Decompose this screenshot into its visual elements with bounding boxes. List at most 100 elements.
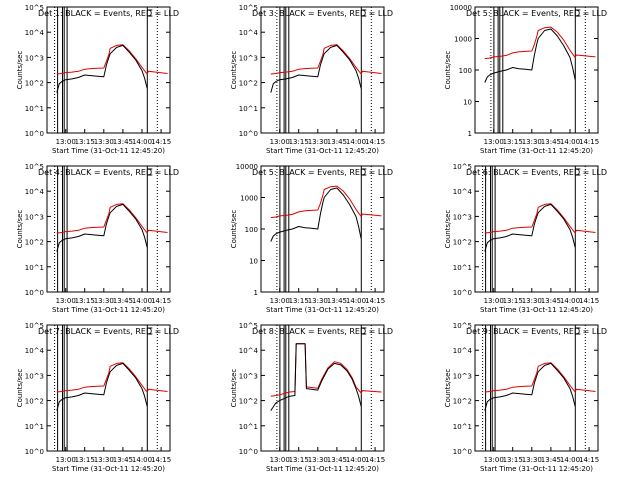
- y-tick-label: 10: [463, 99, 472, 107]
- chart-panel-3: 1 10 100 1000 10000 13:0013:1513:3013:4514:00…: [444, 4, 607, 155]
- chart-panel-1: 10^010^110^210^310^410^513:0013:1513:301…: [16, 4, 179, 155]
- x-tick-label: 13:00: [270, 297, 290, 305]
- y-tick-label: 10^2: [239, 398, 258, 406]
- marker-bracket: [147, 9, 153, 17]
- x-tick-label: 13:15: [75, 456, 95, 464]
- y-tick-label: 10^5: [453, 322, 472, 330]
- x-tick-label: 14:15: [365, 138, 385, 146]
- y-axis-label: Counts/sec: [16, 210, 24, 249]
- y-tick-label: 10^0: [453, 289, 472, 297]
- series-line-events: [484, 362, 576, 411]
- plot-frame: [46, 6, 171, 134]
- x-tick-label: 13:30: [94, 297, 114, 305]
- series-line-events: [56, 362, 148, 411]
- y-tick-label: 10^4: [25, 347, 45, 355]
- y-tick-label: 10^0: [239, 448, 258, 456]
- y-tick-label: 10^5: [25, 4, 44, 12]
- y-tick-label: 10^5: [25, 163, 44, 171]
- x-tick-label: 13:00: [484, 456, 504, 464]
- series-line-lld: [56, 362, 168, 393]
- plot-frame: [474, 324, 599, 452]
- x-tick-label: 13:00: [270, 456, 290, 464]
- y-tick-label: 10^1: [239, 105, 258, 113]
- chart-panel-7: 10^010^110^210^310^410^513:0013:1513:301…: [16, 322, 179, 473]
- marker-bracket: [147, 327, 153, 335]
- marker-bracket: [147, 168, 153, 176]
- y-tick-label: 10^1: [25, 264, 44, 272]
- x-tick-label: 13:30: [522, 138, 542, 146]
- y-tick-label: 10^4: [239, 347, 259, 355]
- x-tick-label: 14:00: [346, 138, 366, 146]
- x-tick-label: 14:00: [346, 297, 366, 305]
- x-tick-label: 13:30: [308, 297, 328, 305]
- y-tick-label: 10^4: [239, 29, 259, 37]
- y-tick-label: 10^4: [453, 347, 473, 355]
- x-tick-label: 13:45: [541, 297, 561, 305]
- series-line-lld: [270, 343, 382, 397]
- x-tick-label: 14:00: [560, 456, 580, 464]
- y-tick-label: 10^0: [25, 448, 44, 456]
- y-tick-label: 10^5: [25, 322, 44, 330]
- x-axis-label: Start Time (31-Oct-11 12:45:20): [52, 465, 165, 473]
- series-line-lld: [484, 203, 596, 234]
- chart-panel-6: 10^010^110^210^310^410^513:0013:1513:301…: [444, 163, 607, 314]
- y-tick-label: 10^2: [453, 239, 472, 247]
- chart-panel-9: 10^010^110^210^310^410^513:0013:1513:301…: [444, 322, 607, 473]
- x-axis-label: Start Time (31-Oct-11 12:45:20): [266, 147, 379, 155]
- x-tick-label: 13:45: [113, 138, 133, 146]
- x-tick-label: 13:00: [484, 138, 504, 146]
- x-tick-label: 13:45: [113, 456, 133, 464]
- y-tick-label: 10^4: [25, 29, 45, 37]
- y-tick-label: 10^1: [453, 264, 472, 272]
- x-tick-label: 14:15: [151, 138, 171, 146]
- y-tick-label: 10^4: [453, 188, 473, 196]
- x-tick-label: 14:15: [365, 297, 385, 305]
- y-tick-label: 10^2: [453, 398, 472, 406]
- series-line-events: [270, 187, 362, 242]
- y-tick-label: 1000: [240, 195, 258, 203]
- x-axis-label: Start Time (31-Oct-11 12:45:20): [52, 306, 165, 314]
- x-tick-label: 14:00: [132, 297, 152, 305]
- plot-frame: [474, 165, 599, 293]
- x-tick-label: 13:00: [56, 456, 76, 464]
- x-tick-label: 13:30: [94, 456, 114, 464]
- plot-frame: [46, 165, 171, 293]
- x-tick-label: 13:30: [308, 456, 328, 464]
- y-tick-label: 10^0: [453, 448, 472, 456]
- series-line-lld: [56, 44, 168, 75]
- x-tick-label: 13:15: [289, 138, 309, 146]
- series-line-lld: [484, 362, 596, 393]
- marker-bracket: [575, 327, 581, 335]
- y-tick-label: 100: [459, 67, 472, 75]
- x-tick-label: 13:45: [541, 456, 561, 464]
- y-tick-label: 10^3: [453, 372, 472, 380]
- marker-bracket: [361, 9, 367, 17]
- series-line-events: [270, 44, 362, 93]
- chart-title: Det 3: BLACK = Events, RED = LLD: [252, 9, 393, 18]
- chart-title: Det 8: BLACK = Events, RED = LLD: [252, 327, 393, 336]
- x-tick-label: 13:15: [503, 138, 523, 146]
- x-tick-label: 13:15: [75, 297, 95, 305]
- x-tick-label: 13:00: [270, 138, 290, 146]
- y-tick-label: 10^3: [25, 213, 44, 221]
- x-tick-label: 14:15: [579, 297, 599, 305]
- y-tick-label: 10^0: [25, 289, 44, 297]
- x-tick-label: 13:00: [484, 297, 504, 305]
- y-tick-label: 10^4: [25, 188, 45, 196]
- y-tick-label: 10^0: [25, 130, 44, 138]
- x-tick-label: 14:00: [132, 138, 152, 146]
- x-tick-label: 13:30: [522, 456, 542, 464]
- marker-bracket: [361, 327, 367, 335]
- x-tick-label: 14:15: [365, 456, 385, 464]
- y-tick-label: 10^1: [239, 423, 258, 431]
- x-axis-label: Start Time (31-Oct-11 12:45:20): [480, 147, 593, 155]
- x-tick-label: 13:30: [522, 297, 542, 305]
- chart-panel-4: 10^010^110^210^310^410^513:0013:1513:301…: [16, 163, 179, 314]
- y-tick-label: 10^3: [453, 213, 472, 221]
- y-tick-label: 1: [254, 289, 258, 297]
- y-axis-label: Counts/sec: [230, 210, 238, 249]
- plot-frame: [46, 324, 171, 452]
- x-tick-label: 13:15: [289, 456, 309, 464]
